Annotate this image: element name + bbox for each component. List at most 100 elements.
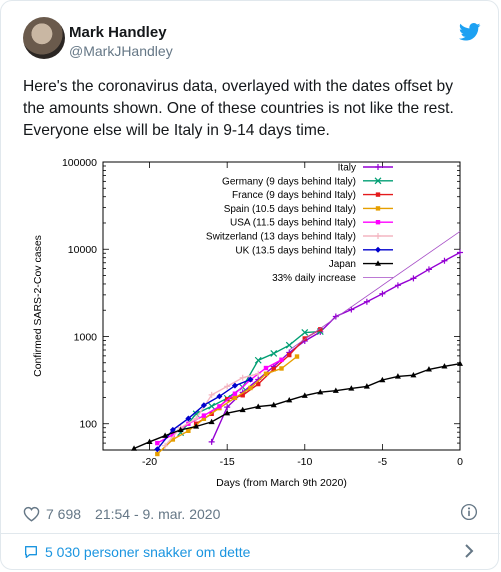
data-point-2 bbox=[256, 381, 261, 387]
data-point-6 bbox=[154, 446, 161, 453]
data-point-7 bbox=[410, 372, 417, 378]
y-tick-label: 100 bbox=[79, 419, 97, 431]
tweet-line: Everyone else will be Italy in 9-14 days… bbox=[23, 122, 330, 139]
legend-marker bbox=[375, 260, 381, 266]
data-point-3 bbox=[232, 395, 238, 401]
legend-label: Italy bbox=[338, 163, 356, 174]
heart-icon[interactable] bbox=[23, 506, 40, 522]
data-point-0 bbox=[457, 249, 463, 256]
x-tick-label: -20 bbox=[142, 456, 157, 468]
conversation-link[interactable]: 5 030 personer snakker om dette bbox=[23, 542, 250, 562]
data-point-1 bbox=[208, 402, 216, 410]
legend-label: Switzerland (13 days behind Italy) bbox=[206, 232, 356, 243]
data-point-7 bbox=[177, 426, 184, 433]
data-point-6 bbox=[247, 376, 254, 383]
data-point-7 bbox=[255, 403, 262, 409]
conversation-label: 5 030 personer snakker om dette bbox=[45, 544, 251, 560]
tweet-timestamp[interactable]: 21:54 - 9. mar. 2020 bbox=[95, 506, 221, 522]
data-point-7 bbox=[363, 383, 370, 389]
data-point-6 bbox=[185, 415, 192, 422]
data-point-7 bbox=[239, 406, 246, 413]
data-point-7 bbox=[348, 385, 355, 391]
data-point-7 bbox=[425, 366, 432, 372]
divider bbox=[1, 533, 500, 534]
data-point-6 bbox=[200, 402, 207, 409]
author-name[interactable]: Mark Handley bbox=[69, 24, 167, 41]
legend-label: USA (11.5 days behind Italy) bbox=[230, 218, 356, 229]
x-axis-label: Days (from March 9th 2020) bbox=[216, 477, 347, 489]
series-line-1 bbox=[180, 330, 321, 434]
legend-marker bbox=[375, 233, 381, 239]
data-point-7 bbox=[379, 376, 386, 383]
info-icon[interactable] bbox=[460, 503, 478, 521]
y-axis-label: Confirmed SARS-2-Cov cases bbox=[32, 235, 44, 377]
data-point-5 bbox=[208, 391, 215, 398]
data-point-5 bbox=[193, 415, 200, 422]
twitter-bird-icon[interactable] bbox=[459, 23, 481, 41]
comment-bubble-icon bbox=[25, 546, 37, 558]
data-point-1 bbox=[301, 329, 309, 336]
legend-marker bbox=[375, 220, 381, 225]
data-point-7 bbox=[441, 363, 448, 369]
data-point-3 bbox=[263, 371, 269, 376]
like-count[interactable]: 7 698 bbox=[46, 506, 82, 522]
data-point-5 bbox=[255, 370, 262, 377]
data-point-7 bbox=[457, 360, 463, 366]
data-point-0 bbox=[348, 306, 355, 313]
data-point-3 bbox=[279, 366, 284, 371]
data-point-2 bbox=[318, 327, 323, 332]
data-point-0 bbox=[208, 438, 215, 445]
tweet-text: Here's the coronavirus data, overlayed w… bbox=[23, 76, 493, 142]
tweet-chart-image[interactable]: 100 1000 10000 100000 -20 -15 -10 -5 0 Days (from… bbox=[23, 154, 481, 496]
data-point-2 bbox=[271, 366, 276, 372]
x-tick-label: -10 bbox=[297, 456, 312, 468]
data-point-0 bbox=[425, 266, 432, 273]
data-point-2 bbox=[240, 393, 245, 398]
data-point-0 bbox=[224, 404, 231, 411]
legend-label: UK (13.5 days behind Italy) bbox=[235, 245, 356, 256]
data-point-7 bbox=[224, 410, 231, 416]
chevron-right-icon[interactable] bbox=[464, 543, 474, 559]
data-point-5 bbox=[224, 383, 231, 390]
legend-marker bbox=[375, 246, 381, 253]
legend-label: 33% daily increase bbox=[272, 273, 356, 284]
data-point-3 bbox=[248, 385, 253, 391]
series-line-7 bbox=[133, 363, 461, 450]
tweet-meta: 7 698 21:54 - 9. mar. 2020 bbox=[23, 504, 220, 524]
data-point-0 bbox=[363, 298, 370, 305]
data-point-7 bbox=[286, 397, 293, 403]
y-tick-label: 1000 bbox=[74, 331, 98, 343]
avatar[interactable] bbox=[23, 17, 65, 59]
data-point-7 bbox=[317, 388, 324, 395]
data-point-6 bbox=[231, 382, 238, 389]
data-point-7 bbox=[208, 418, 215, 425]
data-point-4 bbox=[155, 440, 160, 446]
data-point-0 bbox=[441, 257, 448, 264]
data-point-6 bbox=[169, 426, 176, 433]
data-point-4 bbox=[217, 404, 222, 409]
data-point-4 bbox=[201, 413, 207, 418]
data-point-0 bbox=[410, 275, 417, 282]
y-tick-label: 100000 bbox=[62, 157, 97, 169]
y-tick-label: 10000 bbox=[68, 244, 97, 256]
author-handle[interactable]: @MarkJHandley bbox=[69, 43, 173, 59]
x-tick-label: 0 bbox=[457, 456, 463, 468]
legend-marker bbox=[375, 164, 381, 170]
data-point-7 bbox=[131, 445, 138, 451]
data-point-1 bbox=[285, 341, 293, 349]
data-point-1 bbox=[270, 350, 278, 357]
data-point-7 bbox=[162, 432, 169, 438]
x-tick-label: -15 bbox=[220, 456, 235, 468]
legend-marker bbox=[374, 177, 382, 185]
data-point-3 bbox=[170, 437, 176, 442]
data-point-0 bbox=[394, 282, 401, 289]
legend-label: France (9 days behind Italy) bbox=[232, 190, 356, 201]
data-point-5 bbox=[162, 442, 169, 449]
tweet-line: Here's the coronavirus data, overlayed w… bbox=[23, 78, 454, 95]
data-point-7 bbox=[394, 373, 401, 379]
legend-marker bbox=[375, 206, 381, 211]
legend-label: Japan bbox=[329, 259, 356, 270]
data-point-1 bbox=[254, 356, 262, 364]
data-point-3 bbox=[155, 451, 160, 457]
